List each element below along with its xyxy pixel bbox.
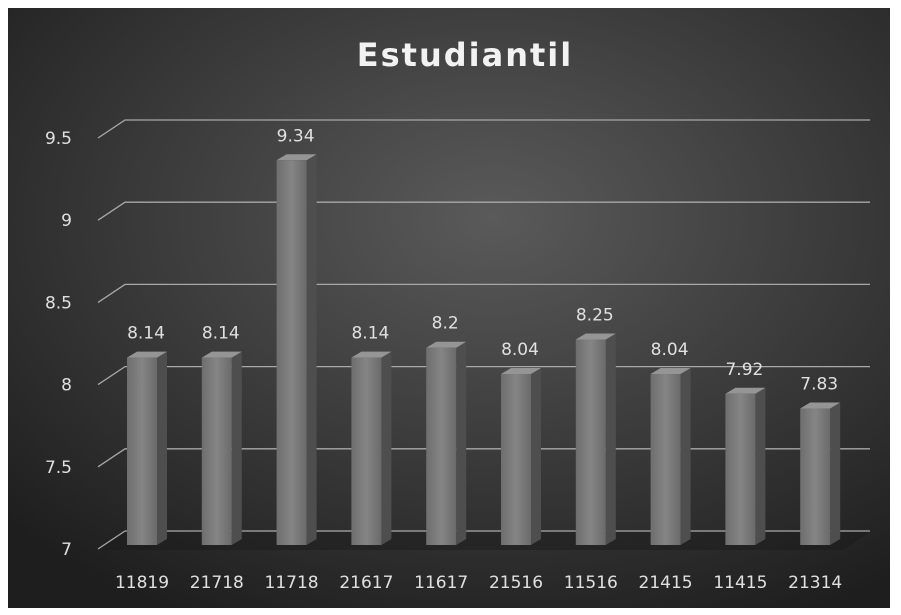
bar-top (575, 333, 616, 340)
bar-side (531, 368, 541, 545)
bar (201, 357, 232, 545)
x-tick-label: 11516 (564, 573, 618, 593)
data-label: 7.92 (725, 360, 763, 380)
y-tick-label: 7 (61, 540, 72, 560)
x-tick-label: 11718 (265, 573, 319, 593)
bar-top (725, 387, 766, 394)
y-tick-label: 8 (61, 376, 72, 396)
x-tick-label: 11819 (115, 573, 169, 593)
data-label: 8.14 (202, 324, 240, 344)
bar (351, 357, 382, 545)
bar-side (830, 402, 841, 545)
bar (650, 374, 681, 545)
grid-line (97, 201, 870, 221)
bar (800, 408, 831, 545)
y-tick-label: 9.5 (45, 129, 72, 149)
grid-line (97, 283, 870, 303)
bar-top (800, 402, 841, 409)
data-label: 9.34 (277, 126, 315, 146)
bar-top (501, 368, 541, 375)
data-label: 8.04 (651, 340, 689, 360)
data-label: 8.14 (351, 324, 389, 344)
data-label: 8.14 (127, 324, 165, 344)
bar-top (426, 341, 467, 348)
bar-top (127, 351, 167, 358)
grid-line (97, 530, 870, 550)
bar-side (381, 351, 392, 545)
bar (276, 160, 307, 545)
x-tick-label: 21415 (639, 573, 693, 593)
bar (426, 347, 457, 545)
bar-top (276, 154, 317, 161)
x-tick-label: 21516 (489, 573, 543, 593)
data-label: 7.83 (800, 375, 838, 395)
bar (725, 393, 756, 545)
data-label: 8.04 (501, 340, 539, 360)
bar-side (456, 341, 467, 545)
bar-top (650, 368, 691, 375)
y-tick-label: 8.5 (45, 293, 72, 313)
grid-line (97, 448, 870, 468)
y-tick-label: 7.5 (45, 458, 72, 478)
data-label: 8.2 (432, 314, 459, 334)
bar-side (680, 368, 691, 545)
data-label: 8.25 (576, 306, 614, 326)
bar-side (231, 351, 242, 545)
bar (127, 357, 157, 545)
bar-top (351, 351, 392, 358)
y-tick-label: 9 (61, 211, 72, 231)
bar-top (201, 351, 242, 358)
bar-side (755, 387, 766, 545)
x-tick-label: 11415 (713, 573, 767, 593)
bar-side (605, 333, 616, 545)
grid-line (97, 119, 870, 139)
x-tick-label: 21718 (190, 573, 244, 593)
x-tick-label: 11617 (414, 573, 468, 593)
grid-line (97, 365, 870, 386)
bar-side (306, 154, 317, 545)
chart-title: Estudiantil (357, 36, 573, 74)
x-tick-label: 21617 (339, 573, 393, 593)
bar-side (157, 351, 167, 545)
bar (575, 339, 606, 545)
x-tick-label: 21314 (788, 573, 842, 593)
bar (501, 374, 531, 545)
